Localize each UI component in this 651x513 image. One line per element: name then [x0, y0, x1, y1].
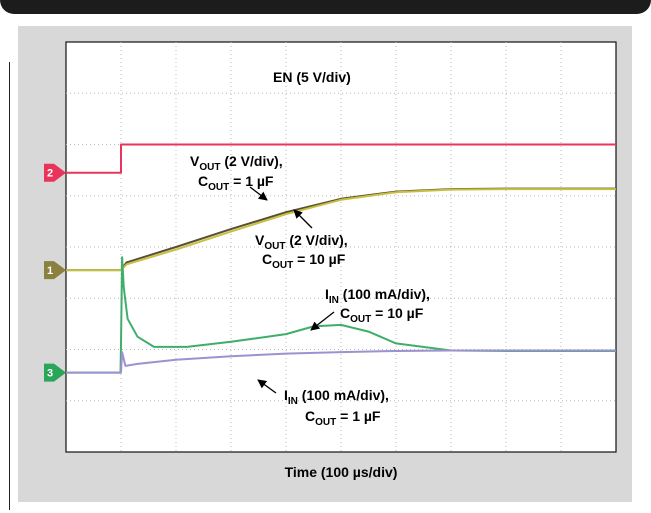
grid [66, 42, 616, 452]
label-iin-10uf-line1: IIN (100 mA/div), [325, 286, 430, 306]
channel-marker-2: 2 [44, 163, 66, 182]
channel-marker-3: 3 [44, 363, 66, 382]
label-en: EN (5 V/div) [273, 69, 351, 85]
channel-marker-arrow [44, 363, 66, 382]
label-vout-1uf-line2: COUT = 1 µF [198, 173, 274, 193]
arrow-iin-1uf [257, 379, 277, 394]
arrow-iin-10uf [310, 311, 335, 331]
trace-iin-cout-1-f [66, 349, 616, 374]
header-bar [0, 0, 651, 14]
traces [66, 143, 616, 374]
channel-marker-label: 3 [47, 368, 53, 380]
trace-en [66, 143, 616, 174]
channel-markers: 2 1 3 [44, 163, 66, 382]
arrow-vout-10uf [293, 209, 313, 229]
arrow-vout-1uf [249, 186, 268, 201]
trace-iin-cout-10-f [66, 256, 616, 374]
label-vout-1uf-line1: VOUT (2 V/div), [190, 153, 283, 173]
channel-marker-label: 1 [47, 265, 53, 277]
x-axis-label: Time (100 µs/div) [285, 464, 398, 480]
label-vout-10uf-line2: COUT = 10 µF [262, 251, 346, 271]
channel-marker-arrow [44, 163, 66, 182]
label-iin-1uf-line1: IIN (100 mA/div), [284, 387, 389, 407]
label-iin-10uf-line2: COUT = 10 µF [340, 305, 424, 325]
channel-marker-arrow [44, 261, 66, 280]
label-vout-10uf-line1: VOUT (2 V/div), [255, 232, 348, 252]
left-rule [9, 62, 10, 510]
label-iin-1uf-line2: COUT = 1 µF [305, 408, 381, 428]
channel-marker-label: 2 [47, 168, 53, 180]
trace-vout-cout-10-f [66, 188, 616, 272]
channel-marker-1: 1 [44, 261, 66, 280]
